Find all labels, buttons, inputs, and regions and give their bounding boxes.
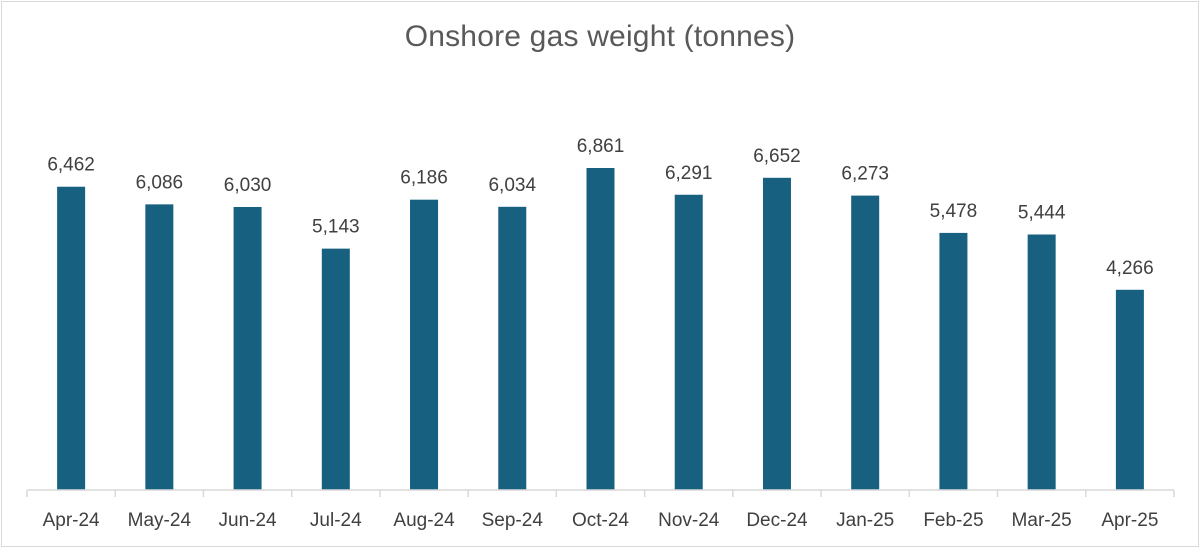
data-label-jul-24: 5,143 bbox=[312, 217, 360, 238]
x-tick-label-dec-24: Dec-24 bbox=[746, 510, 808, 531]
x-tick-label-feb-25: Feb-25 bbox=[923, 510, 983, 531]
data-label-apr-25: 4,266 bbox=[1106, 258, 1154, 279]
x-tick-label-jun-24: Jun-24 bbox=[219, 510, 278, 531]
x-tick-label-oct-24: Oct-24 bbox=[572, 510, 629, 531]
x-tick-label-jan-25: Jan-25 bbox=[836, 510, 894, 531]
data-label-dec-24: 6,652 bbox=[753, 146, 801, 167]
data-label-aug-24: 6,186 bbox=[400, 168, 448, 189]
x-tick-label-apr-24: Apr-24 bbox=[43, 510, 100, 531]
data-label-nov-24: 6,291 bbox=[665, 163, 713, 184]
bar-aug-24 bbox=[410, 199, 439, 490]
x-tick-label-jul-24: Jul-24 bbox=[310, 510, 362, 531]
chart-title: Onshore gas weight (tonnes) bbox=[404, 20, 796, 53]
bar-jan-25 bbox=[851, 195, 880, 490]
x-tick-label-sep-24: Sep-24 bbox=[482, 510, 544, 531]
bar-apr-24 bbox=[57, 186, 86, 491]
x-axis bbox=[26, 489, 1175, 497]
bar-may-24 bbox=[145, 204, 174, 490]
data-label-jan-25: 6,273 bbox=[841, 164, 889, 185]
data-label-oct-24: 6,861 bbox=[577, 136, 625, 157]
data-label-apr-24: 6,462 bbox=[47, 155, 95, 176]
bar-dec-24 bbox=[762, 177, 791, 490]
data-labels-group: 6,462 6,086 6,030 5,143 6,186 6,034 6,861 6,291… bbox=[47, 136, 1153, 279]
data-label-feb-25: 5,478 bbox=[930, 201, 978, 222]
x-tick-label-may-24: May-24 bbox=[128, 510, 192, 531]
data-label-mar-25: 5,444 bbox=[1018, 203, 1066, 224]
data-label-may-24: 6,086 bbox=[136, 172, 184, 193]
x-tick-label-aug-24: Aug-24 bbox=[393, 510, 455, 531]
x-tick-labels-group: Apr-24 May-24 Jun-24 Jul-24 Aug-24 Sep-24 Oct-… bbox=[43, 510, 1159, 531]
bar-feb-25 bbox=[939, 232, 968, 490]
x-tick-label-mar-25: Mar-25 bbox=[1012, 510, 1072, 531]
data-label-sep-24: 6,034 bbox=[488, 175, 536, 196]
x-tick-label-apr-25: Apr-25 bbox=[1101, 510, 1158, 531]
bar-jun-24 bbox=[233, 207, 262, 491]
bar-apr-25 bbox=[1115, 289, 1144, 490]
x-tick-label-nov-24: Nov-24 bbox=[658, 510, 720, 531]
bars-group bbox=[57, 168, 1144, 491]
bar-mar-25 bbox=[1027, 234, 1056, 490]
data-label-jun-24: 6,030 bbox=[224, 175, 272, 196]
bar-nov-24 bbox=[674, 194, 703, 490]
bar-jul-24 bbox=[321, 248, 350, 490]
bar-sep-24 bbox=[498, 206, 527, 490]
bar-oct-24 bbox=[586, 168, 615, 490]
